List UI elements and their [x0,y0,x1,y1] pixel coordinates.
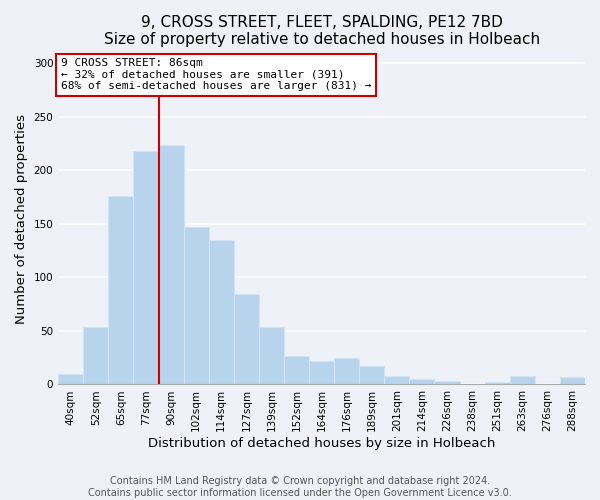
Bar [510,376,535,384]
Text: Contains HM Land Registry data © Crown copyright and database right 2024.
Contai: Contains HM Land Registry data © Crown c… [88,476,512,498]
Bar [109,196,133,384]
Bar [334,358,359,384]
Bar [309,361,334,384]
Bar [209,240,234,384]
Bar [83,326,109,384]
X-axis label: Distribution of detached houses by size in Holbeach: Distribution of detached houses by size … [148,437,495,450]
Bar [58,374,83,384]
Bar [409,379,434,384]
Text: 9 CROSS STREET: 86sqm
← 32% of detached houses are smaller (391)
68% of semi-det: 9 CROSS STREET: 86sqm ← 32% of detached … [61,58,371,92]
Y-axis label: Number of detached properties: Number of detached properties [15,114,28,324]
Bar [184,227,209,384]
Bar [234,294,259,384]
Bar [434,381,460,384]
Bar [359,366,385,384]
Bar [259,326,284,384]
Bar [284,356,309,384]
Bar [385,376,409,384]
Title: 9, CROSS STREET, FLEET, SPALDING, PE12 7BD
Size of property relative to detached: 9, CROSS STREET, FLEET, SPALDING, PE12 7… [104,15,539,48]
Bar [133,151,158,384]
Bar [560,377,585,384]
Bar [485,382,510,384]
Bar [158,145,184,384]
